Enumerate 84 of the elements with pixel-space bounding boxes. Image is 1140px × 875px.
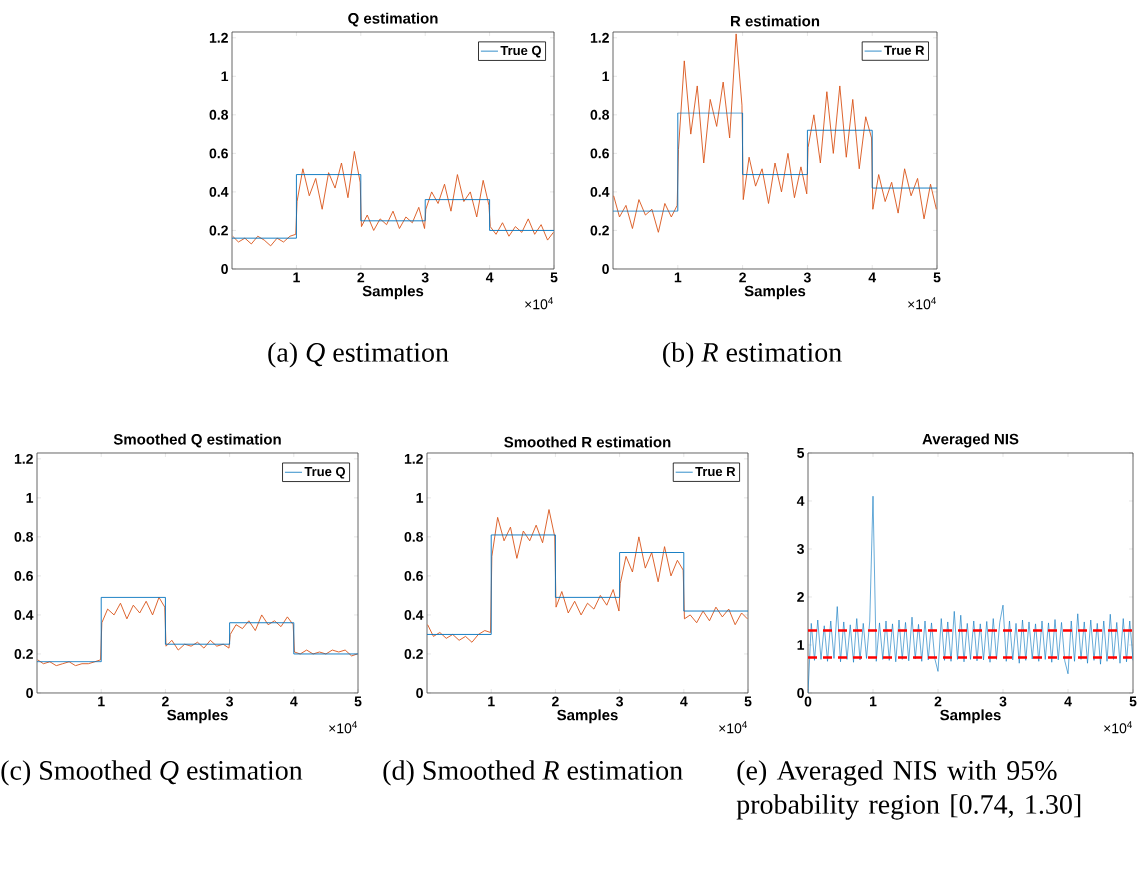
x-tick-label: 2	[357, 272, 365, 283]
x-tick-label: 4	[290, 696, 298, 707]
legend-label: True Q	[304, 466, 346, 479]
x-tick-label: 1	[488, 696, 495, 707]
y-tick-label: 0	[797, 688, 804, 698]
y-tick-label: 1.2	[404, 453, 423, 464]
x-tick-label: 5	[744, 696, 752, 707]
chart-title: Averaged NIS	[922, 433, 1019, 448]
chart-title: Smoothed R estimation	[504, 436, 671, 448]
text: (c) Smoothed Q estimation	[1, 760, 303, 786]
chart-title: Smoothed Q estimation	[113, 433, 281, 448]
y-tick-label: 0.6	[404, 570, 423, 581]
y-tick-label: 0.2	[209, 225, 228, 236]
y-tick-label: 0	[26, 688, 33, 698]
x-axis-title: Samples	[167, 709, 228, 724]
text: ×10$^{4}$	[908, 297, 937, 310]
legend-label: True R	[695, 466, 736, 477]
y-tick-label: 0.8	[404, 531, 424, 542]
line-series	[232, 151, 554, 247]
y-tick-label: 0.4	[590, 186, 610, 197]
text: ×10$^{4}$	[329, 721, 358, 734]
y-tick-label: 4	[796, 496, 805, 506]
x-tick-label: 4	[485, 272, 494, 283]
y-tick-label: 0.6	[209, 148, 228, 159]
y-tick-label: 1	[602, 71, 610, 82]
chart-title: Q estimation	[348, 12, 438, 27]
x-tick-label: 2	[162, 696, 169, 707]
x-axis-title: Samples	[744, 285, 806, 300]
x-tick-label: 5	[1129, 696, 1137, 707]
y-tick-label: 0.2	[590, 225, 609, 236]
y-tick-label: 5	[797, 448, 805, 458]
y-tick-label: 1.2	[209, 32, 228, 43]
x-tick-label: 4	[1064, 696, 1072, 707]
line-series	[427, 509, 748, 643]
x-tick-label: 1	[98, 696, 105, 707]
y-tick-label: 0.8	[14, 531, 34, 542]
text: (a) Q estimation	[268, 342, 449, 368]
y-tick-label: 1.2	[590, 32, 609, 43]
y-tick-label: 0.2	[14, 648, 33, 659]
y-tick-label: 0	[602, 264, 609, 274]
y-tick-label: 0.4	[404, 609, 424, 620]
y-tick-label: 0	[416, 688, 423, 698]
text: (d) Smoothed R estimation	[383, 760, 683, 786]
text: (e) Averaged NIS with 95% probability region [0.74, 1.30]	[736, 760, 1081, 820]
x-tick-label: 5	[550, 272, 558, 283]
x-tick-label: 1	[869, 696, 877, 707]
x-tick-label: 2	[739, 272, 746, 283]
y-tick-label: 2	[797, 592, 804, 602]
y-tick-label: 1.2	[14, 453, 33, 464]
y-tick-label: 0.4	[209, 186, 229, 197]
x-axis-title: Samples	[557, 709, 618, 724]
y-tick-label: 1	[797, 640, 805, 650]
text: ×10$^{4}$	[719, 721, 748, 734]
legend-label: True Q	[500, 45, 541, 58]
y-tick-label: 3	[797, 544, 804, 554]
text: ×10$^{4}$	[1104, 721, 1133, 734]
text: (b) R estimation	[663, 342, 842, 368]
x-axis-title: Samples	[940, 709, 1001, 724]
y-tick-label: 1	[416, 493, 424, 503]
x-tick-label: 5	[354, 696, 362, 707]
y-tick-label: 0.6	[590, 148, 609, 159]
y-tick-label: 0.4	[14, 609, 34, 620]
line-series	[613, 33, 937, 233]
x-tick-label: 4	[680, 696, 688, 707]
y-tick-label: 1	[221, 71, 229, 82]
x-tick-label: 2	[552, 696, 559, 707]
x-tick-label: 5	[933, 272, 941, 283]
legend-label: True R	[884, 45, 925, 55]
x-tick-label: 4	[868, 272, 877, 283]
x-tick-label: 1	[293, 272, 300, 283]
y-tick-label: 0.6	[14, 570, 33, 581]
x-axis-title: Samples	[362, 285, 424, 300]
y-tick-label: 0.8	[209, 109, 229, 120]
chart-title: R estimation	[731, 15, 820, 27]
x-tick-label: 3	[616, 696, 623, 707]
y-tick-label: 1	[26, 493, 34, 503]
x-tick-label: 2	[934, 696, 942, 707]
x-tick-label: 0	[804, 696, 812, 707]
x-tick-label: 3	[999, 696, 1007, 707]
x-tick-label: 1	[674, 272, 682, 283]
y-tick-label: 0	[221, 264, 228, 274]
y-tick-label: 0.2	[404, 648, 423, 659]
text: ×10$^{4}$	[525, 297, 554, 310]
y-tick-label: 0.8	[590, 109, 610, 120]
